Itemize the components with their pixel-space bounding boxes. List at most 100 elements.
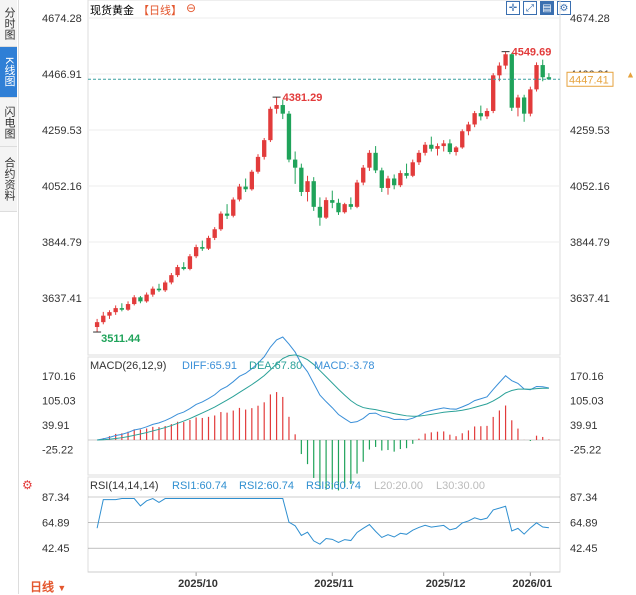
macd-dea-line — [97, 354, 549, 441]
candle-body — [193, 247, 199, 257]
price-axis-left-label: 4674.28 — [42, 13, 82, 25]
axes: 4674.284674.284466.914466.914259.534259.… — [42, 13, 635, 590]
high-price-label: 4549.69 — [512, 47, 552, 59]
candle-body — [268, 108, 273, 141]
candle-body — [441, 143, 446, 147]
candle-body — [361, 167, 366, 183]
price-axis-right-label: 4674.28 — [570, 13, 610, 25]
candle-body — [466, 124, 471, 132]
candle-body — [429, 144, 434, 149]
rsi-settings-icon[interactable]: ⚙ — [22, 478, 33, 492]
candle-body — [101, 315, 106, 323]
candle-body — [534, 65, 539, 90]
candle-body — [497, 65, 502, 76]
candle-body — [385, 178, 391, 188]
macd-axis-left-label: -25.22 — [42, 444, 73, 456]
macd-axis-right-label: -25.22 — [570, 444, 601, 456]
mid-high-price-label: 4381.29 — [283, 92, 323, 104]
rsi-axis-right-label: 87.34 — [570, 492, 598, 504]
macd-axis-left-label: 170.16 — [42, 371, 76, 383]
x-axis-label: 2026/01 — [512, 578, 552, 590]
candle-body — [515, 97, 521, 108]
macd-title: MACD(26,12,9) — [90, 360, 167, 372]
candle-body — [478, 113, 483, 117]
macd-axis-right-label: 170.16 — [570, 371, 604, 383]
candle-body — [416, 152, 422, 163]
candle-body — [484, 110, 490, 117]
price-axis-right-label: 4052.16 — [570, 181, 610, 193]
price-axis-right-label: 4259.53 — [570, 125, 610, 137]
candle-body — [317, 206, 323, 218]
period-label: 日线 — [30, 580, 55, 594]
rsi-l30: L30:30.00 — [436, 480, 485, 492]
fullscreen-icon[interactable]: ⤢ — [523, 1, 537, 15]
candle-body — [206, 237, 211, 249]
low-price-label: 3511.44 — [101, 333, 141, 345]
candle-body — [119, 308, 125, 310]
candle-body — [336, 202, 341, 213]
tab-contract-info[interactable]: 合约资料 — [0, 147, 17, 212]
candle-body — [540, 65, 545, 78]
candle-body — [274, 105, 279, 109]
candle-body — [243, 186, 248, 190]
candle-body — [200, 247, 205, 249]
candle-body — [299, 167, 304, 192]
candle-body — [181, 267, 186, 269]
crosshair-icon[interactable]: ✛ — [506, 1, 520, 15]
candle-body — [546, 77, 552, 80]
candle-body — [292, 159, 298, 168]
tab-flash[interactable]: 闪电图 — [0, 98, 17, 147]
price-axis-left-label: 3637.41 — [42, 293, 82, 305]
macd-diff: DIFF:65.91 — [182, 360, 238, 372]
candle-body — [138, 297, 143, 302]
candle-body — [286, 113, 292, 160]
macd-value: MACD:-3.78 — [314, 360, 375, 372]
tab-kline[interactable]: K线图 — [0, 47, 17, 98]
rsi1-value: RSI1:60.74 — [172, 480, 228, 492]
candle-body — [212, 229, 217, 238]
price-axis-left-label: 4052.16 — [42, 181, 82, 193]
current-price-box — [566, 71, 614, 87]
candle-body — [509, 54, 514, 108]
candle-body — [373, 152, 378, 171]
candle-body — [218, 213, 224, 230]
rsi-axis-right-label: 64.89 — [570, 518, 598, 530]
chart-type-icon[interactable]: ▤ — [540, 1, 554, 15]
candle-body — [156, 288, 162, 291]
price-arrow-icon: ▲ — [626, 69, 635, 79]
tab-timeshare[interactable]: 分时图 — [0, 0, 17, 47]
candle-body — [237, 186, 242, 200]
candle-body — [528, 89, 533, 114]
candle-body — [521, 97, 527, 114]
grid-lines — [87, 0, 561, 573]
macd-panel — [88, 336, 560, 491]
price-axis-left-label: 4259.53 — [42, 125, 82, 137]
candle-body — [453, 147, 459, 153]
macd-diff-line — [97, 336, 549, 441]
candle-body — [503, 54, 508, 66]
rsi-panel — [88, 496, 560, 549]
candle-body — [379, 170, 384, 188]
chart-title: 现货黄金 — [90, 5, 134, 17]
zoom-out-icon[interactable]: ⊖ — [186, 1, 197, 15]
candle-body — [491, 75, 496, 111]
rsi-l20: L20:20.00 — [374, 480, 423, 492]
rsi-axis-left-label: 87.34 — [42, 492, 70, 504]
price-axis-right-label: 3637.41 — [570, 293, 610, 305]
candle-body — [175, 267, 180, 276]
candle-body — [107, 312, 112, 316]
price-axis-left-label: 4466.91 — [42, 69, 82, 81]
period-tag[interactable]: 【日线】 — [138, 5, 182, 17]
candle-body — [280, 105, 285, 114]
triangle-down-icon: ▼ — [57, 583, 67, 593]
x-axis-label: 2025/12 — [426, 578, 466, 590]
macd-dea: DEA:67.80 — [249, 360, 303, 372]
macd-panel-frame — [87, 356, 561, 476]
rsi3-value: RSI3:60.74 — [306, 480, 362, 492]
candle-body — [187, 256, 193, 269]
period-selector[interactable]: 日线 ▼ — [30, 578, 66, 595]
rsi-title: RSI(14,14,14) — [90, 480, 159, 492]
rsi2-value: RSI2:60.74 — [239, 480, 295, 492]
candle-body — [367, 152, 372, 168]
